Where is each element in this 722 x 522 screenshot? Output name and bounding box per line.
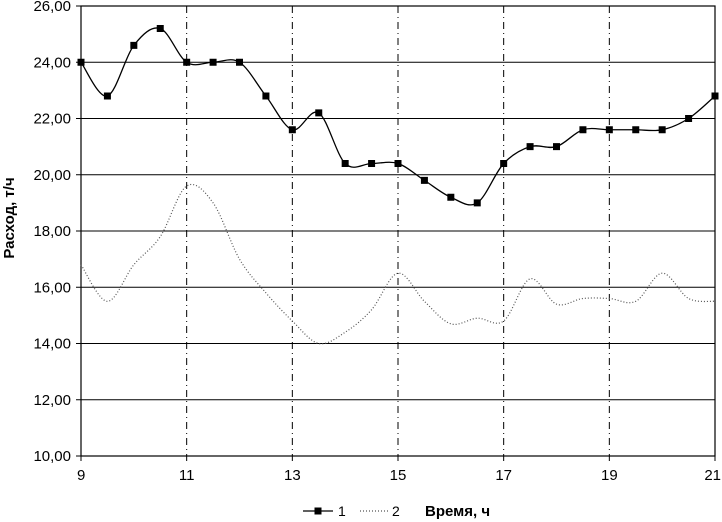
x-tick-label-0: 9 — [77, 467, 85, 484]
y-tick-label-4: 18,00 — [33, 223, 71, 240]
series-1-point-4 — [183, 58, 191, 66]
x-tick-label-3: 15 — [390, 467, 407, 484]
x-tick-label-1: 11 — [179, 467, 195, 484]
grid-lines — [81, 6, 715, 456]
y-tick-label-6: 22,00 — [33, 111, 71, 128]
series-1-point-2 — [130, 41, 138, 49]
x-tick-label-5: 19 — [601, 467, 618, 484]
series-1-point-22 — [658, 126, 666, 134]
series-1-point-15 — [473, 199, 481, 207]
series-1-point-5 — [209, 58, 217, 66]
x-axis-title: Время, ч — [425, 503, 490, 520]
series-1-point-3 — [156, 25, 164, 32]
series-1-point-23 — [685, 115, 693, 122]
y-tick-label-0: 10,00 — [33, 448, 71, 465]
legend: 1 2 — [303, 503, 400, 519]
legend-label-series-2: 2 — [392, 503, 400, 519]
legend-label-series-1: 1 — [338, 503, 346, 519]
y-tick-label-1: 12,00 — [33, 392, 71, 409]
y-axis-ticks: 10,00 12,00 14,00 16,00 18,00 20,00 22,00 24,00… — [33, 0, 81, 465]
x-tick-label-2: 13 — [284, 467, 301, 484]
y-tick-label-7: 24,00 — [33, 54, 71, 71]
series-1-point-17 — [526, 143, 534, 151]
series-1-point-21 — [632, 126, 640, 134]
y-axis-title: Расход, т/ч — [1, 177, 18, 258]
series-1-point-7 — [262, 92, 270, 100]
x-tick-label-4: 17 — [495, 467, 512, 484]
series-lines — [77, 25, 719, 345]
series-1-point-10 — [341, 160, 349, 167]
legend-marker-series-1 — [314, 507, 322, 515]
series-1-point-18 — [553, 143, 560, 151]
series-1-point-6 — [236, 58, 243, 66]
series-1-point-19 — [579, 126, 587, 134]
x-tick-label-6: 21 — [704, 467, 721, 484]
series-1-point-20 — [605, 126, 613, 134]
series-1-point-11 — [368, 160, 376, 167]
series-1-point-1 — [103, 92, 111, 100]
series-1-point-12 — [394, 160, 402, 167]
series-1-point-13 — [420, 176, 428, 184]
series-1-point-24 — [711, 92, 719, 100]
y-tick-label-5: 20,00 — [33, 167, 71, 184]
y-tick-label-3: 16,00 — [33, 279, 71, 296]
x-axis-ticks: 9 11 13 15 17 19 21 — [77, 456, 721, 484]
series-1-point-16 — [500, 160, 508, 167]
series-1-point-14 — [447, 193, 455, 201]
series-1-point-8 — [288, 126, 296, 134]
y-tick-label-2: 14,00 — [33, 336, 71, 353]
series-1-point-9 — [315, 109, 323, 117]
y-tick-label-8: 26,00 — [33, 0, 71, 15]
